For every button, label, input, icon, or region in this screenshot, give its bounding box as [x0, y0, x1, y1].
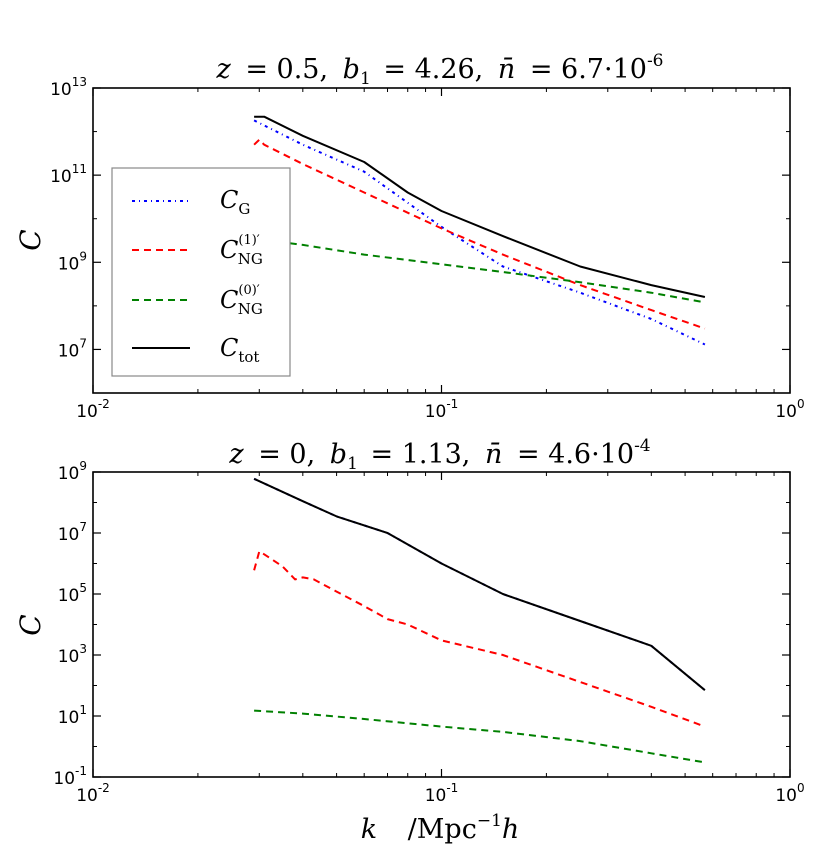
- y-tick-label: 107: [58, 336, 87, 361]
- x-tick-label: 10-1: [425, 781, 459, 806]
- legend-entry-c-ng0: C(0)′ NG: [132, 283, 263, 318]
- y-tick-label: 105: [58, 581, 87, 606]
- y-tick-label: 10-1: [53, 764, 87, 789]
- x-tick-label: 10-1: [425, 397, 459, 422]
- y-tick-label: 109: [58, 249, 87, 274]
- top-panel-ylabel: C: [14, 229, 47, 250]
- y-tick-label: 109: [58, 459, 87, 484]
- series-line-c-tot: [253, 477, 706, 691]
- top-panel: z = 0.5, b1 = 4.26, n̄ = 6.7·10-6 C 10-2…: [14, 51, 805, 422]
- x-tick-label: 100: [775, 397, 804, 422]
- x-tick-label: 10-2: [76, 397, 110, 422]
- x-tick-label: 100: [775, 781, 804, 806]
- series-line-c-ng1: [253, 138, 706, 330]
- y-tick-label: 101: [58, 703, 87, 728]
- bottom-panel-title: z = 0, b1 = 1.13, n̄ = 4.6·10-4: [228, 436, 650, 476]
- legend-label-c-g: CG: [220, 186, 250, 218]
- legend-entry-c-ng1: C(1)′ NG: [132, 233, 263, 268]
- legend-label-c-ng0: C(0)′ NG: [220, 283, 263, 318]
- legend-entry-c-g: CG: [132, 186, 250, 218]
- legend-box: [111, 167, 291, 377]
- y-tick-label: 103: [58, 642, 87, 667]
- top-panel-marks: 10-2 10-1 100 107 109 1011 1013: [50, 75, 805, 422]
- top-panel-frame: [92, 87, 791, 394]
- series-line-c-g: [253, 119, 706, 346]
- top-panel-title: z = 0.5, b1 = 4.26, n̄ = 6.7·10-6: [215, 51, 663, 91]
- legend-label-c-tot: Ctot: [220, 334, 259, 366]
- legend-label-c-ng1: C(1)′ NG: [220, 233, 263, 268]
- series-line-c-tot: [254, 115, 706, 298]
- x-tick-label: 10-2: [76, 781, 110, 806]
- y-tick-label: 1011: [50, 162, 87, 187]
- bottom-panel: z = 0, b1 = 1.13, n̄ = 4.6·10-4 C 10-2 10…: [14, 436, 805, 845]
- series-line-c-ng0: [254, 709, 706, 764]
- y-tick-label: 1013: [50, 75, 87, 100]
- y-tick-label: 107: [58, 520, 87, 545]
- bottom-panel-frame: [92, 471, 791, 778]
- bottom-panel-xlabel: k /Mpc−1h: [361, 811, 520, 845]
- legend-entry-c-tot: Ctot: [132, 334, 259, 366]
- series-line-c-ng1: [253, 550, 706, 728]
- series-line-c-ng0: [253, 237, 706, 304]
- legend: CG C(1)′ NG C(0)′ NG Ctot: [111, 167, 291, 377]
- bottom-panel-ylabel: C: [14, 614, 47, 635]
